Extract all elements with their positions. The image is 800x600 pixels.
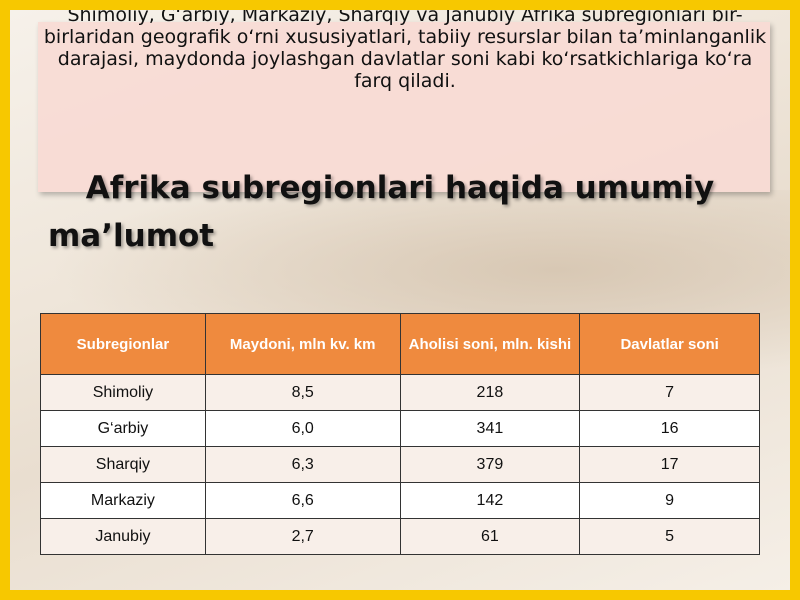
table-cell: 218	[399, 374, 581, 411]
table-cell: 6,0	[204, 410, 401, 447]
header-row: Subregionlar Maydoni, mln kv. km Aholisi s…	[40, 313, 760, 375]
table-row: Shimoliy 8,5 218 7	[40, 374, 760, 411]
table-body: Shimoliy 8,5 218 7 G‘arbiy 6,0 341 16 Sharqiy 6,3…	[40, 374, 760, 555]
table-cell: 17	[579, 446, 760, 483]
table-cell: 61	[399, 518, 581, 555]
table-cell: 2,7	[204, 518, 401, 555]
table-cell: 6,3	[204, 446, 401, 483]
table-row: Janubiy 2,7 61 5	[40, 518, 760, 555]
header-cell: Aholisi soni, mln. kishi	[399, 313, 581, 375]
intro-box	[38, 22, 770, 192]
table-cell: Markaziy	[40, 482, 206, 519]
slide-title: ma’lumot	[48, 218, 215, 254]
table-cell: 5	[579, 518, 760, 555]
table-cell: 379	[399, 446, 581, 483]
intro-text: Shimoliy, G‘arbiy, Markaziy, Sharqiy va …	[43, 4, 767, 92]
table-cell: 16	[579, 410, 760, 447]
data-table: Subregionlar Maydoni, mln kv. km Aholisi s…	[40, 313, 760, 555]
table-cell: 142	[399, 482, 581, 519]
header-cell: Davlatlar soni	[579, 313, 760, 375]
table-row: G‘arbiy 6,0 341 16	[40, 410, 760, 447]
table-cell: Shimoliy	[40, 374, 206, 411]
table-cell: G‘arbiy	[40, 410, 206, 447]
table-cell: 6,6	[204, 482, 401, 519]
table-cell: 9	[579, 482, 760, 519]
table-cell: 7	[579, 374, 760, 411]
slide-title: Afrika subregionlari haqida umumiy	[85, 170, 715, 206]
table-cell: Sharqiy	[40, 446, 206, 483]
table-cell: Janubiy	[40, 518, 206, 555]
header-cell: Subregionlar	[40, 313, 206, 375]
table-row: Sharqiy 6,3 379 17	[40, 446, 760, 483]
table-cell: 8,5	[204, 374, 401, 411]
table-cell: 341	[399, 410, 581, 447]
header-cell: Maydoni, mln kv. km	[204, 313, 401, 375]
table-row: Markaziy 6,6 142 9	[40, 482, 760, 519]
